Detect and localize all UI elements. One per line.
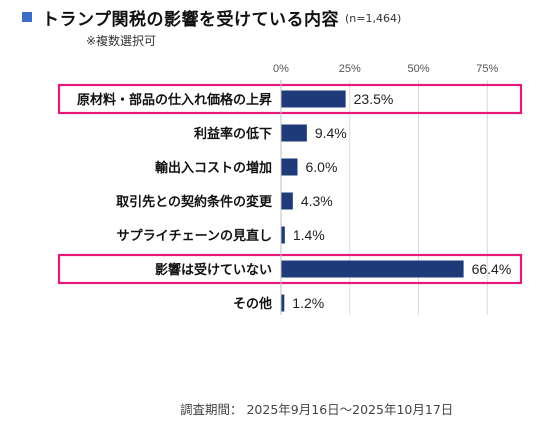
value-label: 23.5%	[354, 91, 394, 107]
chart-subtitle: ※複数選択可	[86, 34, 157, 48]
chart-title-row: トランプ関税の影響を受けている内容 (n=1,464)	[22, 6, 402, 30]
chart-title: トランプ関税の影響を受けている内容	[42, 9, 339, 30]
bar	[281, 90, 346, 108]
bar	[281, 226, 285, 244]
value-label: 6.0%	[306, 159, 338, 175]
value-label: 1.2%	[292, 295, 324, 311]
highlight-box	[57, 83, 523, 115]
category-label: 利益率の低下	[194, 126, 272, 142]
x-tick-label: 75%	[476, 63, 498, 75]
title-bullet-icon	[22, 12, 32, 22]
value-label: 9.4%	[315, 125, 347, 141]
bar	[281, 294, 285, 312]
bar	[281, 260, 464, 278]
x-tick-label: 25%	[339, 63, 361, 75]
highlight-box	[57, 253, 523, 285]
bar	[281, 158, 298, 176]
category-label: 影響は受けていない	[155, 262, 272, 278]
bar	[281, 192, 293, 210]
bar	[281, 124, 307, 142]
category-label: 輸出入コストの増加	[155, 160, 272, 176]
value-label: 1.4%	[293, 227, 325, 243]
category-label: 取引先との契約条件の変更	[116, 194, 273, 210]
x-tick-label: 50%	[407, 63, 429, 75]
x-tick-label: 0%	[273, 63, 289, 75]
value-label: 66.4%	[472, 261, 512, 277]
value-label: 4.3%	[301, 193, 333, 209]
survey-period: 調査期間： 2025年9月16日～2025年10月17日	[180, 402, 454, 417]
category-label: 原材料・部品の仕入れ価格の上昇	[77, 92, 272, 108]
category-label: その他	[233, 296, 272, 312]
category-label: サプライチェーンの見直し	[117, 228, 272, 244]
sample-size-label: (n=1,464)	[345, 12, 402, 25]
